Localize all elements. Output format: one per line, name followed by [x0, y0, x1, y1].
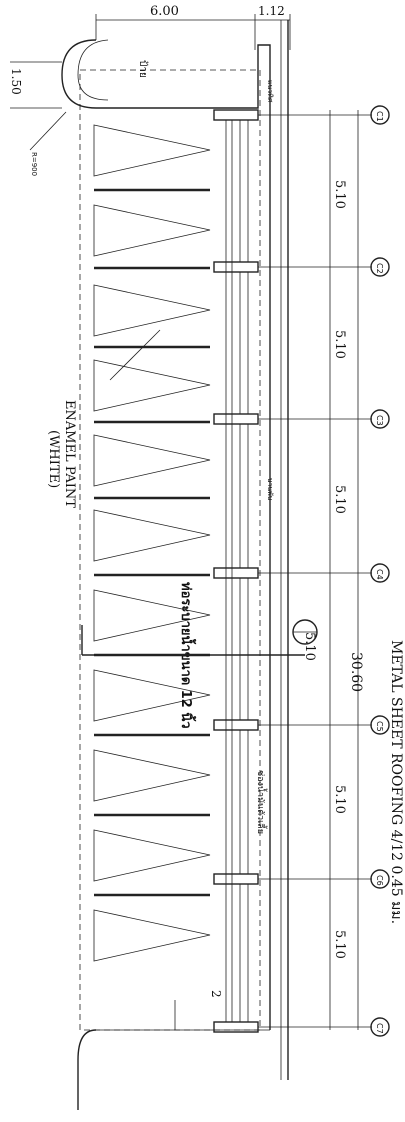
column-post — [213, 873, 259, 885]
metal-sheet-label: METAL SHEET ROOFING 4/12 0.45 มม. — [388, 640, 404, 924]
column-post — [213, 109, 259, 121]
span-dim-3: 5.10 — [332, 485, 347, 514]
parking-triangle — [93, 359, 211, 412]
span-dim-6: 5.10 — [332, 930, 347, 959]
radius-label: R=900 — [30, 152, 38, 176]
grid-leaders — [258, 114, 372, 1028]
gutter-strip — [239, 729, 249, 875]
bottom-cantilever-outline — [77, 1029, 97, 1110]
gutter-strip — [239, 119, 249, 263]
span-dim-5: 5.10 — [332, 785, 347, 814]
parking-triangle — [93, 284, 211, 337]
top-offset-dim: 1.12 — [258, 4, 285, 18]
span-dim-2: 5.10 — [332, 330, 347, 359]
parking-triangles — [93, 124, 211, 962]
end-height-dim: 1.50 — [9, 68, 23, 95]
grid-label-c6: C6 — [375, 875, 384, 886]
column-post — [213, 413, 259, 425]
grid-bubbles: C1 C2 C3 C4 C5 C6 C7 — [370, 105, 390, 1037]
grid-bubble-c2 — [370, 257, 390, 277]
grid-bubble-c6 — [370, 869, 390, 889]
top-width-dim: 6.00 — [150, 4, 179, 19]
column-post — [213, 261, 259, 273]
parking-triangle — [93, 589, 211, 642]
parking-triangle — [93, 829, 211, 882]
parking-triangle — [93, 434, 211, 487]
span-dim-total: 30.60 — [348, 652, 364, 692]
gutter-strip — [239, 577, 249, 721]
span-dimensions: 5.10 5.10 5.10 5.10 5.10 5.10 30.60 — [302, 180, 364, 959]
grid-label-c5: C5 — [375, 721, 384, 732]
grid-label-c3: C3 — [375, 415, 384, 426]
enamel-leader — [109, 329, 161, 381]
span-dim-1: 5.10 — [332, 180, 347, 209]
gutter-strip — [239, 883, 249, 1023]
thai-mark-label: บานพับ — [266, 478, 274, 500]
small-dim-label: 2 — [209, 990, 223, 998]
column-post — [213, 1021, 259, 1033]
thai-sub-label: แนวทิศ — [266, 80, 274, 103]
parking-triangle — [93, 669, 211, 722]
grid-bubble-c3 — [370, 409, 390, 429]
parking-triangle — [93, 509, 211, 562]
parking-separators — [94, 188, 210, 897]
column-post — [213, 567, 259, 579]
gutter-strip — [239, 271, 249, 415]
thai-top-label: ป้าย — [137, 60, 149, 78]
grid-label-c2: C2 — [375, 263, 384, 274]
top-cantilever-inner — [77, 39, 109, 101]
radius-leader — [29, 111, 67, 151]
parking-triangle — [93, 909, 211, 962]
grid-bubble-c7 — [370, 1017, 390, 1037]
parking-triangle — [93, 749, 211, 802]
grid-bubble-c1 — [370, 105, 390, 125]
column-post — [213, 719, 259, 731]
gutter-strips — [225, 119, 249, 1023]
grid-label-c1: C1 — [375, 111, 384, 122]
gutter-strip — [239, 423, 249, 569]
grid-label-c7: C7 — [375, 1023, 384, 1034]
grid-bubble-c5 — [370, 715, 390, 735]
parking-triangle — [93, 124, 211, 177]
column-posts — [213, 109, 259, 1033]
grid-bubble-c4 — [370, 563, 390, 583]
span-dim-4: 5.10 — [302, 632, 317, 661]
enamel-label-line2: (WHITE) — [46, 430, 61, 488]
thai-note-label: ช่องน้ำมันตัวเลี้ย — [255, 770, 268, 834]
enamel-label-line1: ENAMEL PAINT — [62, 400, 77, 508]
parking-triangle — [93, 204, 211, 257]
enamel-paint-boundary — [79, 69, 261, 1031]
grid-label-c4: C4 — [375, 569, 384, 580]
top-cantilever-outline — [61, 39, 271, 109]
